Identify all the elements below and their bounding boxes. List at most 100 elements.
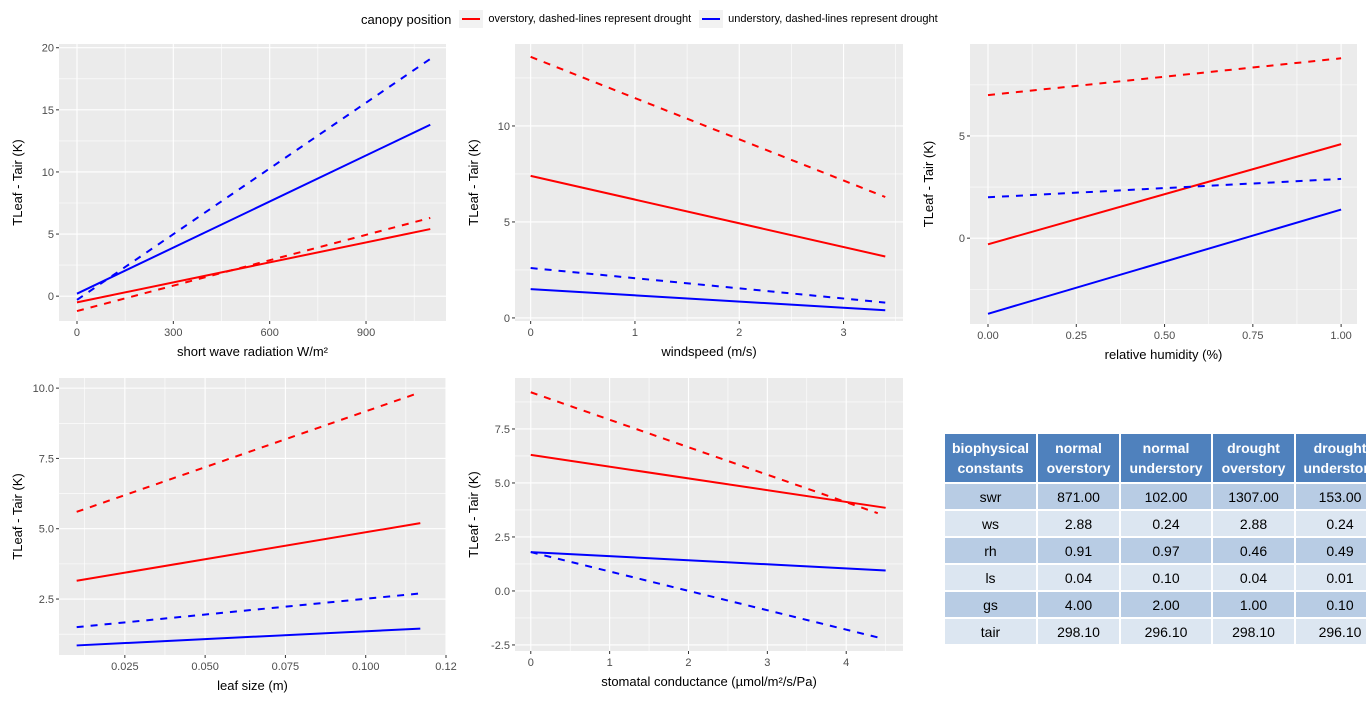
panel-4: 0 1 2 3 4 -2.5 0.0 2.5 5.0 7.5 stomatal conductanc… (466, 378, 903, 689)
value-cell: 102.00 (1119, 482, 1213, 511)
row-label-cell: ws (943, 509, 1038, 538)
value-cell: 2.00 (1119, 590, 1213, 619)
x-tick-label: 3 (764, 657, 770, 669)
value-cell: 296.10 (1119, 617, 1213, 646)
panel-1: 0 1 2 3 0 5 10 windspeed (m/s) TLeaf - Tair (K) (466, 44, 903, 359)
y-tick-label: 5.0 (495, 478, 510, 490)
x-tick-label: 2 (736, 327, 742, 339)
panel-background (59, 44, 446, 321)
table-row: rh 0.91 0.97 0.46 0.49 (943, 536, 1366, 565)
series-line-understory-normal (530, 551, 886, 572)
value-cell: 0.01 (1294, 563, 1366, 592)
value-cell: 153.00 (1294, 482, 1366, 511)
x-tick-label: 1 (607, 657, 613, 669)
panel-background (970, 44, 1357, 324)
value-cell: 0.04 (1036, 563, 1121, 592)
value-cell: 4.00 (1036, 590, 1121, 619)
x-tick-label: 2 (685, 657, 691, 669)
table-row: swr 871.00 102.00 1307.00 153.00 (943, 482, 1366, 511)
y-tick-label: 0 (504, 313, 510, 325)
value-cell: 298.10 (1036, 617, 1121, 646)
table-header: drought understory (1294, 432, 1366, 484)
x-tick-label: 4 (843, 657, 849, 669)
legend-key-overstory (459, 10, 484, 28)
series-line-overstory-normal (530, 453, 886, 509)
value-cell: 0.10 (1119, 563, 1213, 592)
table-header: drought overstory (1211, 432, 1296, 484)
value-cell: 2.88 (1211, 509, 1296, 538)
legend-key-understory (699, 10, 724, 28)
panel-background (59, 378, 446, 655)
value-cell: 0.04 (1211, 563, 1296, 592)
x-axis-title: leaf size (m) (217, 678, 288, 693)
panel-3: 0.025 0.050 0.075 0.100 0.12 2.5 5.0 7.5 10.0 lea… (10, 378, 457, 693)
series-line-understory-normal (987, 208, 1342, 315)
panel-0: 0 300 600 900 0 5 10 15 20 short wave radiation W… (10, 43, 446, 359)
legend: canopy position overstory, dashed-lines … (361, 10, 946, 28)
y-tick-label: -2.5 (491, 640, 510, 652)
x-tick-label: 0.00 (977, 330, 998, 342)
x-tick-label: 0.025 (111, 661, 139, 673)
value-cell: 0.49 (1294, 536, 1366, 565)
x-tick-label: 0.12 (435, 661, 456, 673)
x-tick-label: 0.75 (1242, 330, 1263, 342)
series-line-understory-normal (76, 627, 421, 647)
value-cell: 0.10 (1294, 590, 1366, 619)
y-tick-label: 5 (959, 131, 965, 143)
series-line-understory-normal (530, 288, 886, 312)
x-tick-label: 600 (261, 327, 279, 339)
series-line-overstory-drought (76, 216, 431, 313)
x-axis-title: stomatal conductance (µmol/m²/s/Pa) (601, 674, 817, 689)
series-line-overstory-drought (987, 57, 1342, 97)
y-tick-label: 5.0 (39, 524, 54, 536)
row-label-cell: tair (943, 617, 1038, 646)
x-tick-label: 0.050 (191, 661, 219, 673)
panel-background (515, 44, 903, 321)
table-row: ls 0.04 0.10 0.04 0.01 (943, 563, 1366, 592)
legend-label-overstory: overstory, dashed-lines represent drough… (488, 13, 692, 25)
series-line-understory-drought (987, 177, 1342, 199)
value-cell: 296.10 (1294, 617, 1366, 646)
series-line-overstory-normal (76, 522, 421, 582)
table-row: ws 2.88 0.24 2.88 0.24 (943, 509, 1366, 538)
x-tick-label: 0.100 (352, 661, 380, 673)
value-cell: 298.10 (1211, 617, 1296, 646)
table-header: biophysical constants (943, 432, 1038, 484)
y-tick-label: 15 (42, 105, 54, 117)
series-line-understory-drought (76, 58, 431, 301)
series-line-understory-drought (530, 551, 879, 639)
table-header: normal overstory (1036, 432, 1121, 484)
series-line-overstory-drought (76, 391, 421, 513)
y-tick-label: 0 (48, 291, 54, 303)
y-axis-title: TLeaf - Tair (K) (10, 139, 25, 225)
value-cell: 1.00 (1211, 590, 1296, 619)
value-cell: 0.24 (1119, 509, 1213, 538)
series-line-overstory-drought (530, 391, 879, 515)
series-line-understory-normal (76, 123, 431, 295)
row-label-cell: swr (943, 482, 1038, 511)
table-row: gs 4.00 2.00 1.00 0.10 (943, 590, 1366, 619)
value-cell: 0.46 (1211, 536, 1296, 565)
y-tick-label: 20 (42, 43, 54, 55)
value-cell: 0.91 (1036, 536, 1121, 565)
x-tick-label: 0.25 (1066, 330, 1087, 342)
x-tick-label: 300 (164, 327, 182, 339)
y-tick-label: 10.0 (33, 383, 54, 395)
y-tick-label: 0 (959, 233, 965, 245)
value-cell: 2.88 (1036, 509, 1121, 538)
value-cell: 0.24 (1294, 509, 1366, 538)
constants-table: biophysical constants normal overstory n… (943, 432, 1366, 646)
table-header: normal understory (1119, 432, 1213, 484)
series-line-overstory-normal (987, 143, 1342, 246)
series-line-overstory-normal (530, 174, 886, 258)
value-cell: 1307.00 (1211, 482, 1296, 511)
value-cell: 871.00 (1036, 482, 1121, 511)
y-axis-title: TLeaf - Tair (K) (466, 139, 481, 225)
x-tick-label: 1.00 (1330, 330, 1351, 342)
y-tick-label: 10 (498, 121, 510, 133)
row-label-cell: rh (943, 536, 1038, 565)
x-tick-label: 0.075 (272, 661, 300, 673)
legend-label-understory: understory, dashed-lines represent droug… (728, 13, 938, 25)
y-tick-label: 2.5 (495, 532, 510, 544)
